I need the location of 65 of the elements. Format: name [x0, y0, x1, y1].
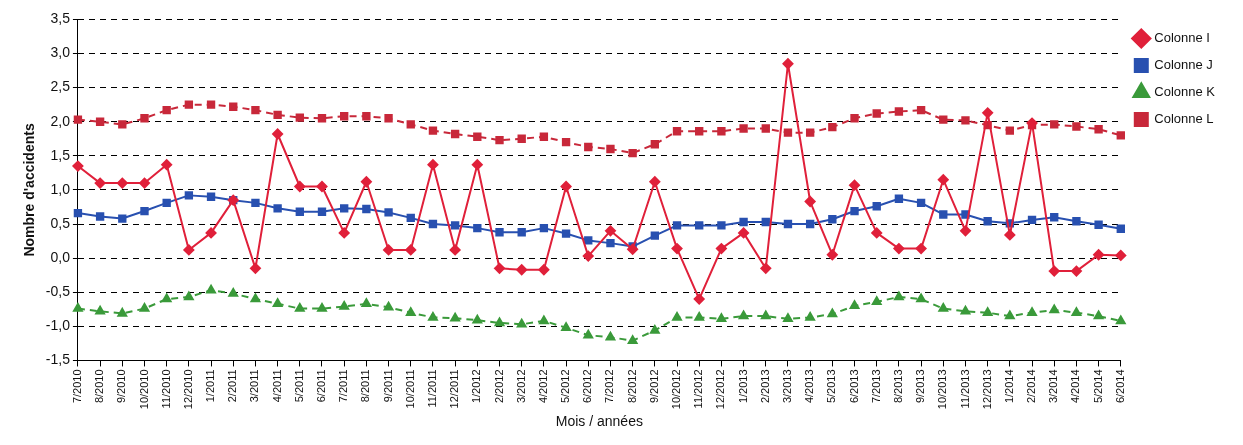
x-tick-label: 3/2011 [248, 369, 261, 403]
x-tick-label: 3/2012 [514, 369, 527, 404]
legend-label: Colonne J [1154, 57, 1213, 73]
x-tick-label: 2/2011 [226, 369, 239, 403]
legend-label: Colonne K [1154, 84, 1216, 100]
x-tick-label: 9/2010 [115, 369, 128, 404]
x-tick-label: 12/2013 [980, 369, 993, 410]
x-tick-label: 9/2013 [914, 369, 927, 404]
x-tick-label: 8/2013 [891, 369, 904, 404]
y-tick-label: 2,5 [50, 78, 71, 95]
x-tick-label: 9/2011 [381, 369, 394, 403]
x-tick-label: 2/2013 [758, 369, 771, 404]
x-tick-label: 11/2011 [425, 369, 438, 408]
x-tick-label: 9/2012 [647, 369, 660, 404]
x-axis-title: Mois / années [555, 413, 643, 430]
y-axis-title: Nombre d'accidents [21, 123, 38, 257]
x-tick-label: 5/2012 [559, 369, 572, 404]
x-tick-label: 12/2012 [714, 369, 727, 410]
y-tick-label: 3,5 [50, 10, 71, 27]
y-tick-label: 2,0 [50, 112, 71, 129]
x-tick-label: 6/2014 [1113, 369, 1126, 404]
x-tick-label: 11/2010 [159, 369, 172, 409]
y-tick-label: -1,5 [45, 351, 71, 368]
x-tick-label: 1/2014 [1002, 369, 1015, 404]
x-tick-label: 10/2010 [137, 369, 150, 410]
x-tick-label: 8/2010 [93, 369, 106, 404]
y-tick-label: 0,0 [50, 248, 71, 265]
x-tick-label: 4/2012 [536, 369, 549, 404]
x-tick-label: 6/2011 [315, 369, 328, 403]
x-tick-label: 3/2013 [780, 369, 793, 404]
y-tick-label: 0,5 [50, 214, 71, 231]
x-tick-label: 1/2012 [470, 369, 483, 404]
legend-label: Colonne I [1154, 30, 1210, 46]
x-tick-label: 11/2012 [692, 369, 705, 409]
x-tick-label: 1/2011 [204, 369, 217, 403]
x-tick-label: 10/2011 [403, 369, 416, 409]
x-tick-label: 7/2010 [70, 369, 83, 404]
x-tick-label: 8/2012 [625, 369, 638, 404]
x-tick-label: 7/2012 [603, 369, 616, 404]
x-tick-label: 12/2011 [448, 369, 461, 409]
x-tick-label: 5/2014 [1091, 369, 1104, 404]
x-tick-label: 4/2011 [270, 369, 283, 403]
x-tick-label: 3/2014 [1047, 369, 1060, 404]
x-tick-label: 10/2013 [936, 369, 949, 410]
x-tick-label: 10/2012 [670, 369, 683, 410]
x-tick-label: 8/2011 [359, 369, 372, 403]
x-tick-label: 11/2013 [958, 369, 971, 409]
x-tick-label: 2/2014 [1025, 369, 1038, 404]
y-tick-label: 3,0 [50, 44, 71, 61]
legend-label: Colonne L [1154, 111, 1214, 127]
x-tick-label: 1/2013 [736, 369, 749, 404]
y-tick-label: -1,0 [45, 317, 71, 334]
x-tick-label: 5/2013 [825, 369, 838, 404]
x-tick-label: 12/2010 [181, 369, 194, 410]
x-tick-label: 5/2011 [292, 369, 305, 403]
x-tick-label: 7/2011 [337, 369, 350, 403]
x-tick-label: 6/2013 [847, 369, 860, 404]
x-tick-label: 4/2013 [803, 369, 816, 404]
x-tick-label: 6/2012 [581, 369, 594, 404]
x-tick-label: 7/2013 [869, 369, 882, 404]
y-tick-label: 1,0 [50, 180, 71, 197]
x-tick-label: 4/2014 [1069, 369, 1082, 404]
x-tick-label: 2/2012 [492, 369, 505, 404]
y-tick-label: -0,5 [45, 283, 71, 300]
y-tick-label: 1,5 [50, 146, 71, 163]
